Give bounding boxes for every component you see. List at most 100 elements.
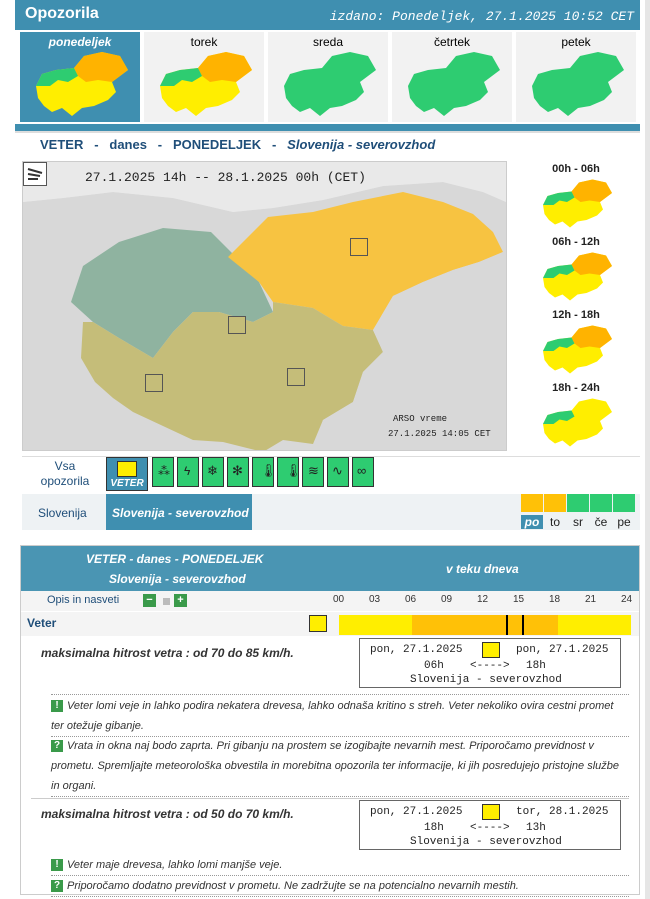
detail-panel: VETER - danes - PONEDELJEK Slovenija - s…: [20, 545, 640, 897]
timeline-bar[interactable]: [339, 615, 631, 635]
type-rain-button[interactable]: ⁂: [152, 457, 174, 487]
type-snow-button[interactable]: ❄: [202, 457, 224, 487]
wind-timeline-row: Veter: [21, 612, 639, 636]
warning-advice-note: ? Priporočamo dodatno previdnost v promet…: [51, 876, 629, 897]
warning-block: maksimalna hitrost vetra : od 70 do 85 k…: [31, 638, 629, 694]
legend-swatch: [590, 494, 612, 512]
top-bar: Opozorila izdano: Ponedeljek, 27.1.2025 …: [15, 0, 640, 30]
time-panel[interactable]: 12h - 18h: [512, 307, 640, 377]
ice-icon: ✻: [232, 463, 243, 478]
wind-icon: [23, 162, 47, 186]
all-warnings-link[interactable]: Vsa opozorila: [40, 459, 90, 488]
day-tab-sreda[interactable]: sreda: [268, 32, 388, 122]
legend-day[interactable]: pe: [617, 515, 631, 529]
slovenia-map-icon: [532, 52, 624, 116]
expand-button[interactable]: +: [174, 594, 187, 607]
wind-icon: [309, 615, 327, 632]
warning-title: maksimalna hitrost vetra : od 70 do 85 k…: [41, 646, 294, 660]
type-fire-button[interactable]: ∞: [352, 457, 374, 487]
slovenia-map-icon: [543, 398, 612, 447]
collapse-button[interactable]: −: [143, 594, 156, 607]
legend-day[interactable]: to: [549, 515, 560, 529]
divider: [51, 694, 629, 695]
day-tab-ponedeljek[interactable]: ponedeljek: [20, 32, 140, 122]
thunder-icon: ϟ: [184, 464, 191, 478]
wave-icon: ∿: [332, 463, 343, 478]
type-coast-button[interactable]: ∿: [327, 457, 349, 487]
warning-type-row: Vsa opozorila VETER ⁂ ϟ ❄ ✻ 🌡 🌡 ≋ ∿ ∞: [22, 456, 640, 492]
wind-icon: [117, 461, 137, 477]
time-panels: 00h - 06h 06h - 12h 12h - 18h 18h - 24h: [512, 161, 640, 451]
wind-icon: [482, 642, 500, 658]
wind-icon: [482, 804, 500, 820]
day-tab-cetrtek[interactable]: četrtek: [392, 32, 512, 122]
legend-swatch: [567, 494, 589, 512]
scrollbar[interactable]: [645, 0, 650, 899]
timeline-marker: [522, 615, 524, 635]
snow-icon: ❄: [207, 463, 218, 478]
warning-impact-note: ! Veter maje drevesa, lahko lomi manjše v…: [51, 855, 629, 876]
type-high-temp-button[interactable]: 🌡: [277, 457, 302, 487]
slovenia-map-icon: [408, 52, 500, 116]
question-icon: ?: [51, 880, 63, 893]
app-title: Opozorila: [25, 5, 99, 22]
day-legend: po to sr če pe: [521, 494, 637, 530]
time-panel[interactable]: 00h - 06h: [512, 161, 640, 231]
legend-day[interactable]: sr: [573, 515, 583, 529]
warning-advice-note: ? Vrata in okna naj bodo zaprta. Pri giba…: [51, 736, 629, 797]
day-label: torek: [190, 35, 218, 49]
day-label: sreda: [312, 35, 344, 49]
main-map[interactable]: 27.1.2025 14h -- 28.1.2025 00h (CET) ARS…: [22, 161, 507, 451]
warning-time-box: pon, 27.1.2025 tor, 28.1.2025 18h <---->…: [359, 800, 621, 850]
wind-marker-icon[interactable]: [350, 238, 368, 256]
slovenia-map-icon: [543, 252, 612, 301]
description-toggle-row: Opis in nasveti − + 00 03 06 09 12 15 18…: [21, 591, 639, 611]
map-period: 27.1.2025 14h -- 28.1.2025 00h (CET): [85, 170, 366, 185]
map-credit: ARSO vreme 27.1.2025 14:05 CET: [388, 414, 491, 439]
slovenia-map-icon: [36, 52, 128, 116]
wind-marker-icon[interactable]: [287, 368, 305, 386]
slovenia-map-icon: [543, 325, 612, 374]
timeline-label: Veter: [27, 616, 57, 630]
timeline-orange-segment: [412, 615, 558, 635]
warning-time-box: pon, 27.1.2025 pon, 27.1.2025 06h <---->…: [359, 638, 621, 688]
time-panel[interactable]: 18h - 24h: [512, 380, 640, 450]
type-wind-button[interactable]: VETER: [106, 457, 148, 491]
type-low-temp-button[interactable]: 🌡: [252, 457, 277, 487]
type-fog-button[interactable]: ≋: [302, 457, 324, 487]
type-ice-button[interactable]: ✻: [227, 457, 249, 487]
exclamation-icon: !: [51, 700, 63, 713]
day-tab-petek[interactable]: petek: [516, 32, 636, 122]
region-selected[interactable]: Slovenija - severovzhod: [106, 494, 252, 530]
warning-block: maksimalna hitrost vetra : od 50 do 70 k…: [31, 798, 629, 854]
fog-icon: ≋: [308, 463, 319, 478]
day-tab-torek[interactable]: torek: [144, 32, 264, 122]
legend-swatch: [521, 494, 543, 512]
wind-marker-icon[interactable]: [228, 316, 246, 334]
question-icon: ?: [51, 740, 63, 753]
warning-title: maksimalna hitrost vetra : od 50 do 70 k…: [41, 807, 294, 821]
slovenia-map-icon: [284, 52, 376, 116]
warning-impact-note: ! Veter lomi veje in lahko podira nekater…: [51, 696, 629, 737]
day-label: petek: [561, 35, 591, 49]
panel-header: VETER - danes - PONEDELJEK Slovenija - s…: [21, 546, 639, 591]
wind-marker-icon[interactable]: [145, 374, 163, 392]
thermometer-high-icon: 🌡: [285, 463, 302, 478]
fire-icon: ∞: [357, 463, 367, 478]
legend-day[interactable]: po: [521, 515, 543, 529]
divider: [15, 131, 640, 133]
day-label: četrtek: [433, 35, 470, 49]
slovenia-map-icon: [543, 179, 612, 228]
region-label[interactable]: Slovenija: [38, 506, 87, 520]
day-label: ponedeljek: [48, 35, 112, 49]
slovenia-region-map: [23, 162, 506, 450]
section-title: VETER - danes - PONEDELJEK - Slovenija -…: [40, 137, 436, 152]
separator-bar: [15, 124, 640, 131]
legend-day[interactable]: če: [594, 515, 608, 529]
time-panel[interactable]: 06h - 12h: [512, 234, 640, 304]
legend-swatch: [544, 494, 566, 512]
type-thunder-button[interactable]: ϟ: [177, 457, 199, 487]
timeline-marker: [506, 615, 508, 635]
dot-icon: [163, 598, 170, 605]
exclamation-icon: !: [51, 859, 63, 872]
